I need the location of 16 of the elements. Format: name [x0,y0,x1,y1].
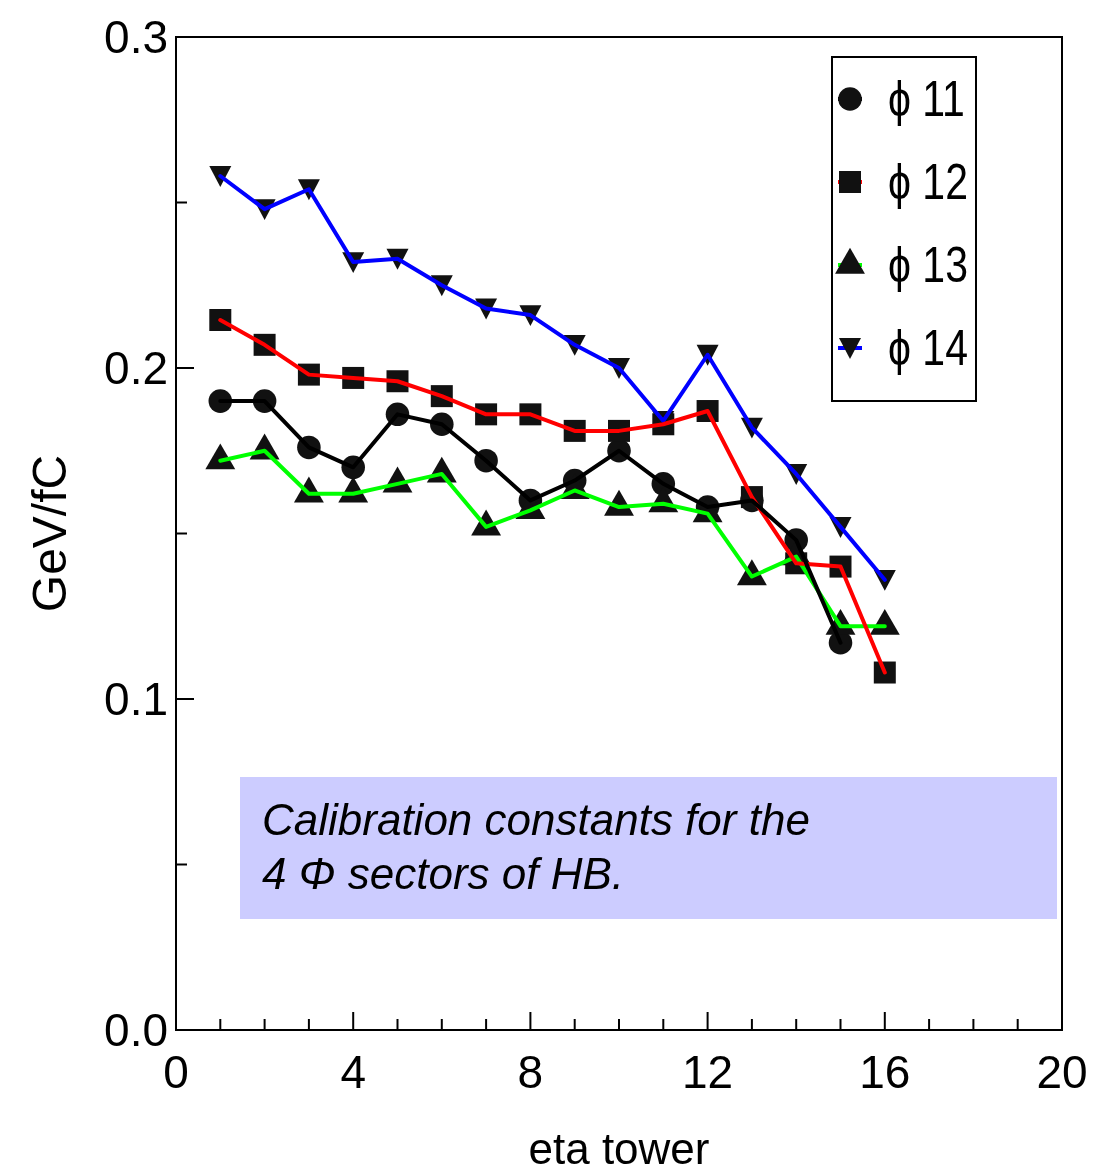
x-tick-label: 20 [1036,1046,1088,1098]
y-tick-label: 0.1 [104,673,168,726]
legend-label: ϕ 13 [888,237,968,294]
x-tick-label: 16 [859,1046,911,1098]
y-tick-label: 0.3 [104,11,168,64]
legend-label: ϕ 11 [888,71,965,128]
legend-label: ϕ 12 [888,154,968,211]
legend-label: ϕ 14 [888,320,968,377]
annotation: Calibration constants for the 4 Φ sectors of HB. [262,795,810,898]
x-tick-label: 8 [517,1046,544,1098]
x-tick-label: 4 [340,1046,366,1098]
x-axis-title: eta tower [528,1124,710,1173]
note-box: Calibration constants for the 4 Φ sectors of HB. [240,777,1057,919]
y-axis-title: GeV/fC [23,454,76,613]
y-tick-label: 0.2 [104,342,168,395]
x-tick-label: 12 [682,1046,734,1098]
